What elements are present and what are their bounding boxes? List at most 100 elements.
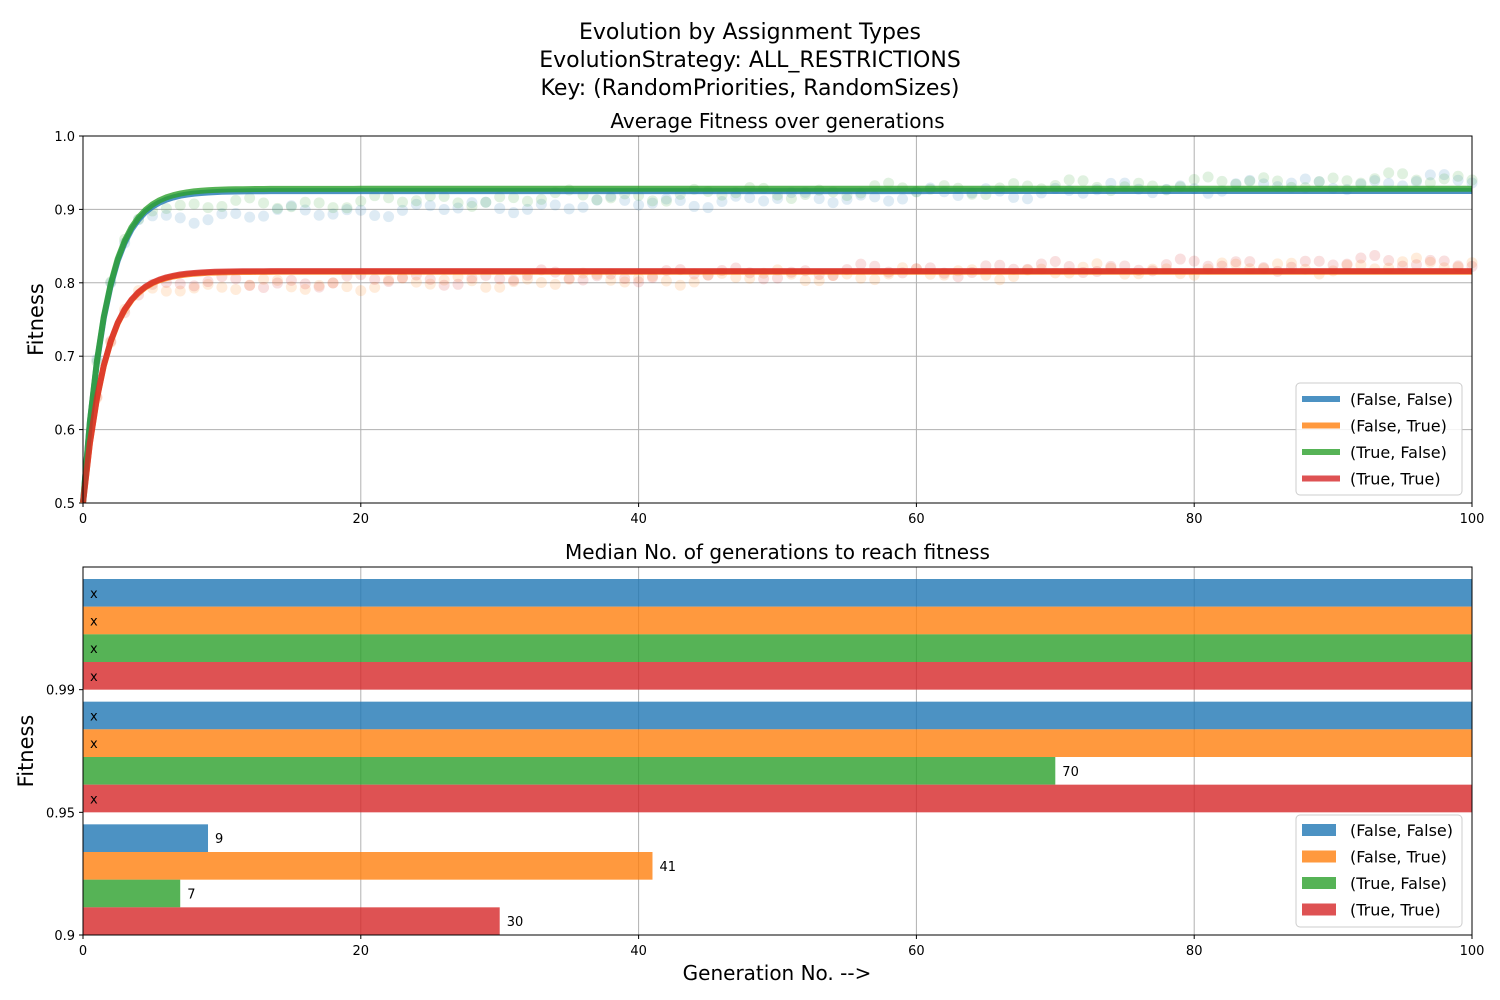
scatter-point — [341, 202, 353, 214]
scatter-point — [285, 274, 297, 286]
scatter-point — [313, 279, 325, 291]
scatter-point — [660, 195, 672, 207]
scatter-point — [1369, 173, 1381, 185]
scatter-point — [424, 273, 436, 285]
scatter-point — [230, 208, 242, 220]
bar — [83, 729, 1472, 757]
series-line — [80, 188, 1472, 504]
scatter-point — [1244, 175, 1256, 187]
scatter-point — [160, 203, 172, 215]
scatter-point — [1272, 175, 1284, 187]
scatter-point — [646, 197, 658, 209]
y-tick-label: 0.5 — [54, 497, 75, 512]
scatter-point — [591, 194, 603, 206]
scatter-point — [271, 202, 283, 214]
bar-value-label: 70 — [1062, 765, 1079, 780]
scatter-point — [1022, 193, 1034, 205]
scatter-point — [702, 202, 714, 214]
scatter-point — [563, 203, 575, 215]
x-tick-label: 80 — [1186, 512, 1203, 527]
scatter-point — [577, 201, 589, 213]
scatter-point — [188, 217, 200, 229]
scatter-point — [383, 274, 395, 286]
scatter-point — [855, 272, 867, 284]
scatter-point — [258, 273, 270, 285]
y-tick-label: 0.8 — [54, 277, 75, 292]
scatter-point — [1313, 176, 1325, 188]
line-chart-panel: Average Fitness over generations 0 20 40 60 8… — [24, 109, 1484, 527]
legend-swatch — [1302, 877, 1336, 889]
scatter-point — [521, 273, 533, 285]
legend: (False, False) (False, True) (True, False)… — [1295, 382, 1463, 496]
plot-frame — [82, 566, 1473, 936]
scatter-point — [1035, 258, 1047, 270]
legend-swatch — [1302, 824, 1336, 836]
scatter-point — [688, 276, 700, 288]
y-axis-label: Fitness — [14, 715, 38, 788]
scatter-point — [521, 195, 533, 207]
scatter-point — [549, 199, 561, 211]
scatter-point — [1299, 255, 1311, 267]
scatter-point — [1383, 167, 1395, 179]
y-tick-label: 1.0 — [54, 130, 75, 145]
scatter-point — [744, 192, 756, 204]
scatter-point — [244, 211, 256, 223]
scatter-point — [1410, 252, 1422, 264]
scatter-point — [410, 276, 422, 288]
x-axis-label: Generation No. --> — [683, 961, 872, 985]
scatter-point — [674, 279, 686, 291]
scatter-point — [369, 210, 381, 222]
scatter-point — [646, 272, 658, 284]
scatter-point — [174, 278, 186, 290]
scatter-point — [1397, 168, 1409, 180]
scatter-point — [1244, 256, 1256, 268]
scatter-point — [799, 275, 811, 287]
scatter-point — [1008, 191, 1020, 203]
scatter-point — [327, 277, 339, 289]
x-tick-label: 80 — [1186, 944, 1203, 959]
bar-chart-panel: Median No. of generations to reach fitne… — [14, 540, 1484, 959]
scatter-point — [1355, 259, 1367, 271]
y-tick-label: 0.9 — [54, 203, 75, 218]
bar — [83, 879, 181, 908]
scatter-point — [299, 283, 311, 295]
scatter-point — [633, 276, 645, 288]
bar — [83, 701, 1472, 730]
scatter-point — [1438, 169, 1450, 181]
scatter-point — [494, 273, 506, 285]
scatter-point — [285, 201, 297, 213]
scatter-point — [424, 200, 436, 212]
legend-box — [1295, 814, 1463, 928]
scatter-point — [508, 276, 520, 288]
legend-label: (False, True) — [1350, 848, 1447, 867]
bar — [83, 579, 1472, 607]
legend: (False, False) (False, True) (True, False)… — [1295, 814, 1463, 928]
plot-frame — [82, 135, 1473, 504]
scatter-point — [494, 281, 506, 293]
y-tick-label: 0.7 — [54, 350, 75, 365]
scatter-point — [244, 279, 256, 291]
scatter-point — [785, 192, 797, 204]
scatter-point — [313, 197, 325, 209]
scatter-point — [438, 274, 450, 286]
x-tick-label: 100 — [1460, 944, 1485, 959]
scatter-point — [508, 192, 520, 204]
bar-value-label: x — [90, 642, 98, 657]
bar-value-label: x — [90, 615, 98, 630]
x-tick-label: 40 — [630, 512, 647, 527]
scatter-point — [619, 276, 631, 288]
scatter-point — [299, 278, 311, 290]
scatter-point — [188, 198, 200, 210]
scatter-point — [216, 201, 228, 213]
bar — [83, 824, 209, 852]
scatter-point — [813, 193, 825, 205]
scatter-point — [452, 278, 464, 290]
scatter-point — [619, 273, 631, 285]
scatter-point — [327, 277, 339, 289]
series-line — [80, 185, 1472, 504]
scatter-point — [424, 278, 436, 290]
legend-label: (False, False) — [1350, 821, 1453, 840]
scatter-point — [466, 272, 478, 284]
scatter-point — [1369, 175, 1381, 187]
scatter-point — [258, 197, 270, 209]
